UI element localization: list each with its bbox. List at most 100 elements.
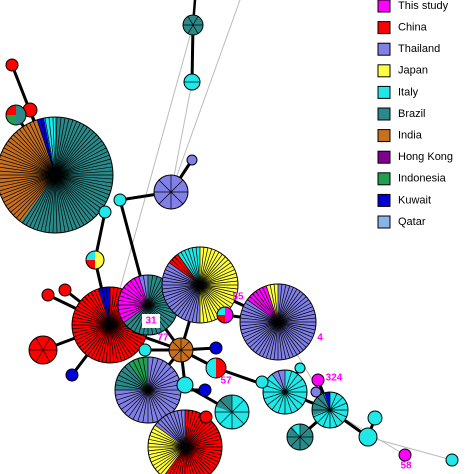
node-spoke [269, 284, 279, 323]
node-spoke [187, 24, 194, 34]
node-wedge [324, 392, 330, 410]
node-spoke [81, 299, 111, 326]
node-spoke [40, 174, 56, 232]
node-spoke [75, 309, 111, 326]
node-spoke [277, 321, 307, 348]
node-spoke [147, 370, 175, 391]
node-wedge [292, 424, 300, 437]
node-spoke [284, 391, 304, 406]
node-spoke [48, 117, 56, 176]
node-spoke [184, 446, 198, 474]
node-outline [214, 394, 250, 430]
node [139, 344, 151, 356]
node-wedge [118, 276, 148, 323]
node-spoke [119, 295, 149, 306]
node-wedge [225, 307, 233, 323]
node-spoke [284, 391, 293, 414]
node-spoke [134, 278, 149, 306]
legend-label: This study [398, 0, 449, 12]
label-bg [142, 314, 160, 328]
node-spoke [191, 247, 201, 286]
node-spoke [184, 411, 197, 448]
node-outline [113, 193, 127, 207]
node [312, 374, 324, 386]
node-spoke [54, 147, 107, 176]
node-spoke [54, 174, 111, 192]
node-spoke [255, 321, 279, 353]
node-spoke [184, 446, 195, 474]
node-spoke [173, 411, 186, 448]
node-spoke [277, 285, 291, 323]
node-spoke [184, 410, 190, 448]
node-spoke [244, 321, 279, 342]
node-spoke [147, 278, 162, 306]
node-spoke [277, 391, 286, 414]
node-spoke [247, 321, 279, 345]
node-spoke [147, 358, 159, 391]
node-spoke [322, 393, 331, 411]
node-outline [5, 104, 27, 126]
node-spoke [109, 324, 115, 363]
node-spoke [263, 384, 286, 393]
node [66, 369, 78, 381]
node-outline [286, 423, 314, 451]
node-spoke [147, 379, 180, 391]
node-spoke [147, 363, 168, 391]
node-spoke [128, 389, 149, 417]
node-spoke [54, 174, 97, 216]
node-spoke [199, 284, 216, 320]
node-spoke [243, 306, 279, 323]
node-spoke [90, 291, 111, 326]
node-spoke [44, 174, 56, 233]
node-spoke [262, 287, 279, 323]
node-spoke [118, 299, 149, 306]
node-spoke [199, 250, 216, 286]
legend-label: China [398, 22, 428, 34]
node-spoke [195, 247, 201, 286]
node-spoke [10, 174, 56, 213]
node-spoke [15, 174, 56, 219]
node-spoke [184, 446, 222, 456]
node-spoke [199, 265, 234, 286]
node-spoke [266, 378, 286, 393]
node-spoke [54, 174, 100, 213]
node-outline [28, 335, 58, 365]
node-wedge [216, 358, 226, 378]
node-outline [147, 409, 223, 474]
node-spoke [247, 299, 279, 323]
node-spoke [284, 384, 307, 393]
node-spoke [109, 324, 136, 354]
node-spoke [151, 446, 186, 463]
node-spoke [199, 284, 235, 301]
node-spoke [178, 446, 186, 474]
node-spoke [0, 170, 56, 176]
node-outline [161, 246, 239, 324]
node-spoke [54, 174, 105, 207]
node-wedge [217, 307, 225, 315]
node-spoke [148, 442, 186, 448]
node-outline [216, 306, 234, 324]
node-outline [310, 386, 322, 398]
node-spoke [90, 324, 111, 359]
node-spoke [147, 357, 154, 391]
node-spoke [54, 134, 97, 176]
node-spoke [184, 431, 219, 448]
node-spoke [148, 446, 186, 452]
node-outline [183, 73, 201, 91]
node-spoke [54, 162, 112, 176]
node-spoke [199, 247, 209, 286]
node-spoke [54, 124, 85, 176]
node-spoke [162, 416, 186, 448]
node-spoke [54, 174, 95, 219]
node [256, 376, 268, 388]
node-spoke [299, 436, 310, 447]
legend-label: Italy [398, 86, 419, 98]
node-spoke [269, 321, 279, 360]
node-spoke [184, 446, 221, 459]
node-label: 57 [220, 376, 232, 387]
node-spoke [162, 276, 201, 286]
node-spoke [35, 337, 44, 351]
node-spoke [0, 174, 56, 196]
node-spoke [277, 284, 287, 323]
node-spoke [94, 324, 111, 360]
